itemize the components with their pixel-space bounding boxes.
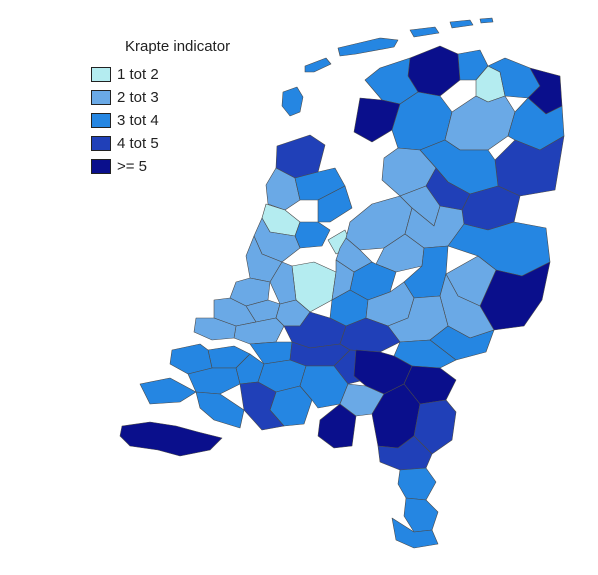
region-rottumeroog bbox=[479, 17, 494, 24]
region-roermond bbox=[397, 467, 437, 501]
legend-swatch bbox=[91, 90, 111, 105]
legend-label: 4 tot 5 bbox=[117, 135, 159, 152]
region-noord-beveland bbox=[195, 391, 245, 429]
legend-label: >= 5 bbox=[117, 158, 148, 175]
region-ameland bbox=[409, 26, 440, 38]
region-vlieland bbox=[304, 57, 332, 73]
legend-label: 1 tot 2 bbox=[117, 66, 159, 83]
region-rotterdam bbox=[233, 317, 285, 345]
region-terschelling bbox=[337, 37, 399, 57]
legend-label: 2 tot 3 bbox=[117, 89, 159, 106]
legend-item-4-5: 4 tot 5 bbox=[91, 132, 230, 155]
region-maastricht bbox=[391, 517, 439, 549]
legend-item-5-plus: >= 5 bbox=[91, 155, 230, 178]
legend-swatch bbox=[91, 113, 111, 128]
legend-swatch bbox=[91, 67, 111, 82]
legend-item-3-4: 3 tot 4 bbox=[91, 109, 230, 132]
region-texel bbox=[281, 86, 304, 117]
legend-item-1-2: 1 tot 2 bbox=[91, 63, 230, 86]
region-rijnmond-west bbox=[193, 317, 237, 341]
region-tilburg bbox=[299, 365, 349, 409]
region-zuid-beveland bbox=[139, 377, 197, 405]
region-sudwest-fryslan bbox=[353, 97, 401, 143]
legend-item-2-3: 2 tot 3 bbox=[91, 86, 230, 109]
region-amsterdam bbox=[294, 221, 331, 249]
region-schouwen bbox=[187, 367, 241, 395]
region-weert bbox=[377, 435, 433, 471]
region-sittard bbox=[403, 497, 439, 533]
region-drenthe-noord bbox=[444, 95, 516, 151]
legend-swatch bbox=[91, 136, 111, 151]
region-schiermonnikoog bbox=[449, 19, 474, 29]
legend-swatch bbox=[91, 159, 111, 174]
region-roosendaal bbox=[239, 381, 285, 431]
legend-title: Krapte indicator bbox=[125, 38, 231, 55]
region-west-friesland bbox=[317, 185, 353, 223]
legend: Krapte indicator 1 tot 2 2 tot 3 3 tot 4… bbox=[91, 38, 230, 178]
region-zeeuws-vlaanderen bbox=[119, 421, 223, 457]
legend-label: 3 tot 4 bbox=[117, 112, 159, 129]
